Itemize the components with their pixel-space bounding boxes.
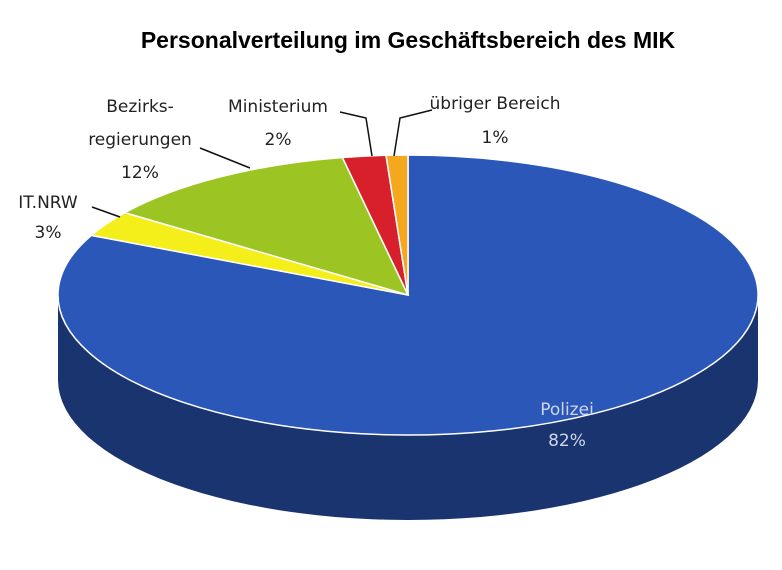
leader-line [393,109,433,157]
slice-side [58,295,758,520]
data-label: IT.NRW [18,193,78,213]
data-label: Bezirks-regierungen [88,97,192,150]
leader-line [199,147,251,169]
slice [57,154,759,436]
value-label: 1% [482,128,509,148]
value-label: 82% [548,431,586,451]
chart-title: Personalverteilung im Geschäftsbereich d… [141,27,676,53]
data-label: Ministerium [228,97,328,117]
value-label: 12% [121,163,159,183]
slice [385,154,409,296]
slice [122,156,410,297]
label-line: regierungen [88,130,192,150]
data-label: Polizei [540,400,594,420]
value-label: 3% [35,223,62,243]
label-line: Bezirks- [106,97,174,117]
leader-line [339,111,373,157]
leader-line [91,206,121,218]
value-label: 2% [265,130,292,150]
data-label: übriger Bereich [430,94,561,114]
